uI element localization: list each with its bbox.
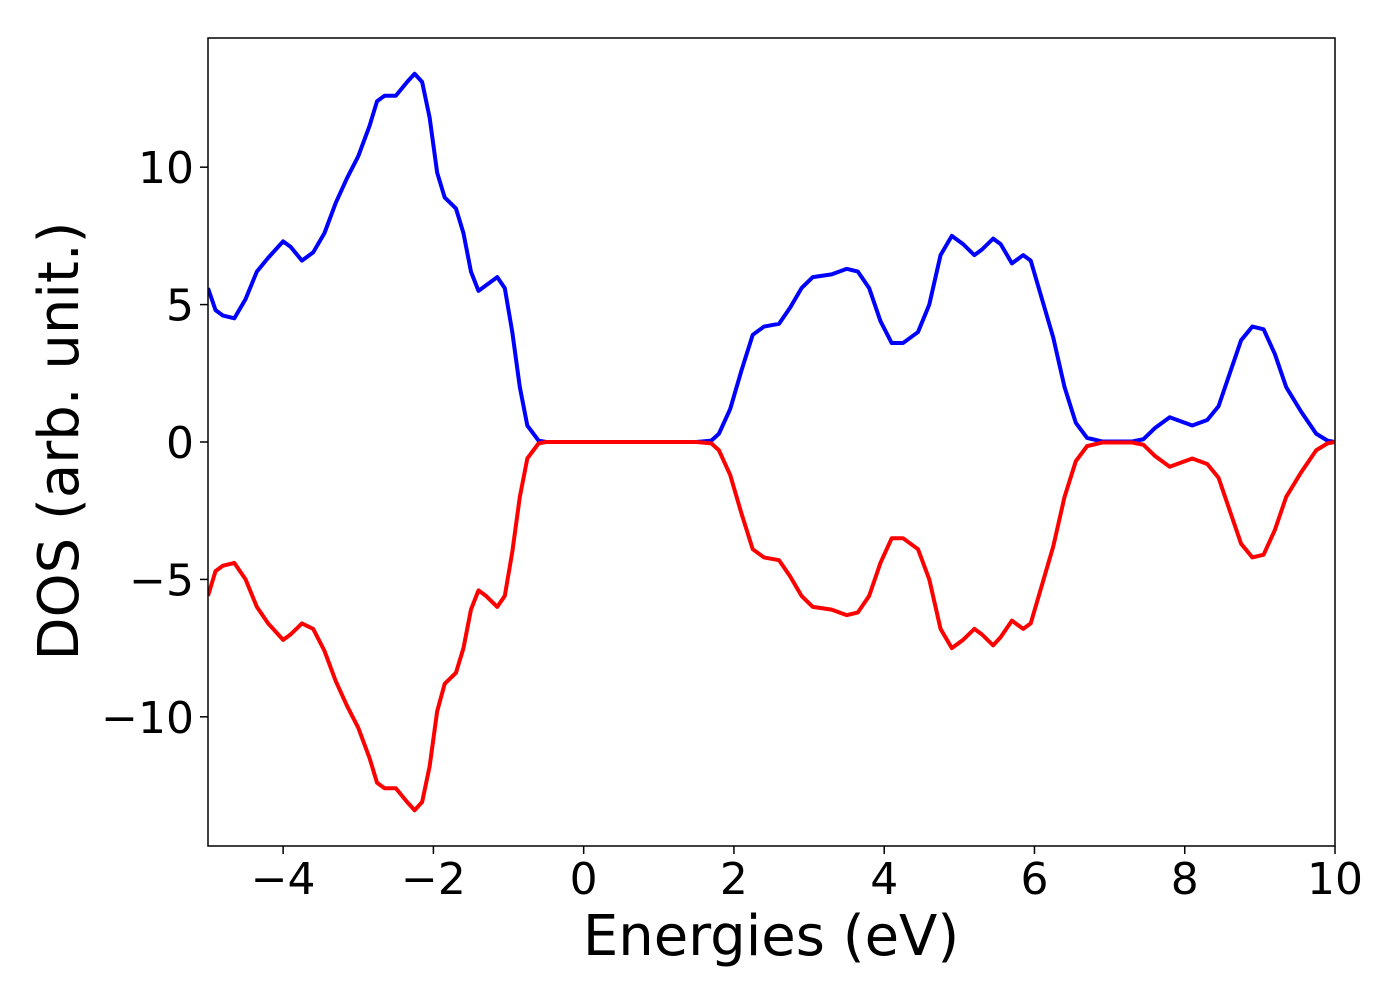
x-tick-label: −2: [401, 854, 466, 905]
x-tick-label: 4: [870, 854, 898, 905]
x-tick-label: 0: [570, 854, 598, 905]
x-tick-label: −4: [251, 854, 316, 905]
y-axis-title: DOS (arb. unit.): [27, 221, 92, 660]
y-tick-label: 0: [166, 418, 194, 469]
plot-frame: [207, 37, 1336, 847]
x-axis-title: Energies (eV): [583, 904, 959, 969]
series-line: [208, 440, 1335, 813]
series-line: [208, 71, 1335, 444]
x-tick-label: 6: [1020, 854, 1048, 905]
y-tick-label: 5: [166, 281, 194, 332]
x-tick-label: 10: [1307, 854, 1363, 905]
y-tick-label: −10: [101, 693, 194, 744]
y-tick-label: −5: [129, 555, 194, 606]
x-tick-label: 8: [1171, 854, 1199, 905]
x-tick-label: 2: [720, 854, 748, 905]
y-tick-label: 10: [138, 143, 194, 194]
